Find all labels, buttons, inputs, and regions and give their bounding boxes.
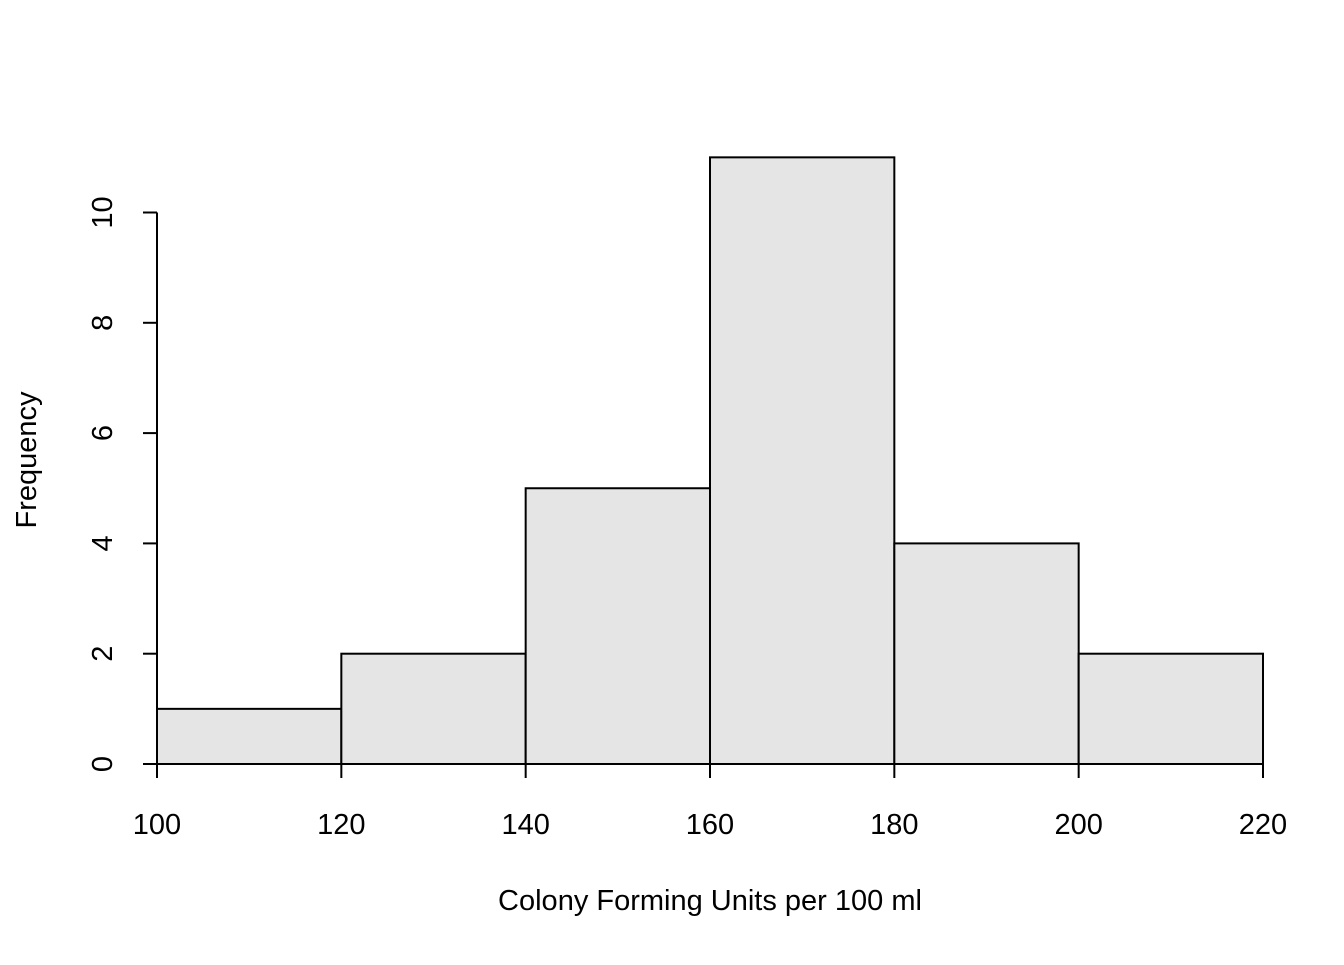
y-axis: 0 2 4 6 8 10 bbox=[87, 196, 158, 772]
histogram-bar-100-120 bbox=[156, 707, 343, 765]
x-tick-label-100: 100 bbox=[133, 809, 181, 841]
y-tick-label-0: 0 bbox=[87, 756, 119, 772]
x-tick-label-200: 200 bbox=[1054, 809, 1102, 841]
y-axis-label: Frequency bbox=[11, 391, 43, 529]
histogram-bar-120-140 bbox=[340, 652, 527, 766]
x-tick-label-220: 220 bbox=[1239, 809, 1287, 841]
y-tick-label-6: 6 bbox=[87, 425, 119, 441]
x-axis: 100 120 140 160 180 200 220 bbox=[133, 763, 1287, 841]
y-tick-label-8: 8 bbox=[87, 315, 119, 331]
histogram-bar-160-180 bbox=[709, 156, 896, 766]
histogram-bar-140-160 bbox=[524, 487, 712, 765]
x-tick-label-160: 160 bbox=[686, 809, 734, 841]
y-tick-label-2: 2 bbox=[87, 646, 119, 662]
y-tick-label-10: 10 bbox=[87, 196, 119, 228]
x-tick-label-120: 120 bbox=[317, 809, 365, 841]
x-tick-label-180: 180 bbox=[870, 809, 918, 841]
x-tick-label-140: 140 bbox=[501, 809, 549, 841]
x-axis-label: Colony Forming Units per 100 ml bbox=[498, 885, 922, 917]
bars-layer bbox=[156, 156, 1264, 766]
histogram-bar-180-200 bbox=[893, 542, 1080, 766]
histogram-bar-200-220 bbox=[1077, 652, 1264, 766]
y-tick-label-4: 4 bbox=[87, 535, 119, 551]
